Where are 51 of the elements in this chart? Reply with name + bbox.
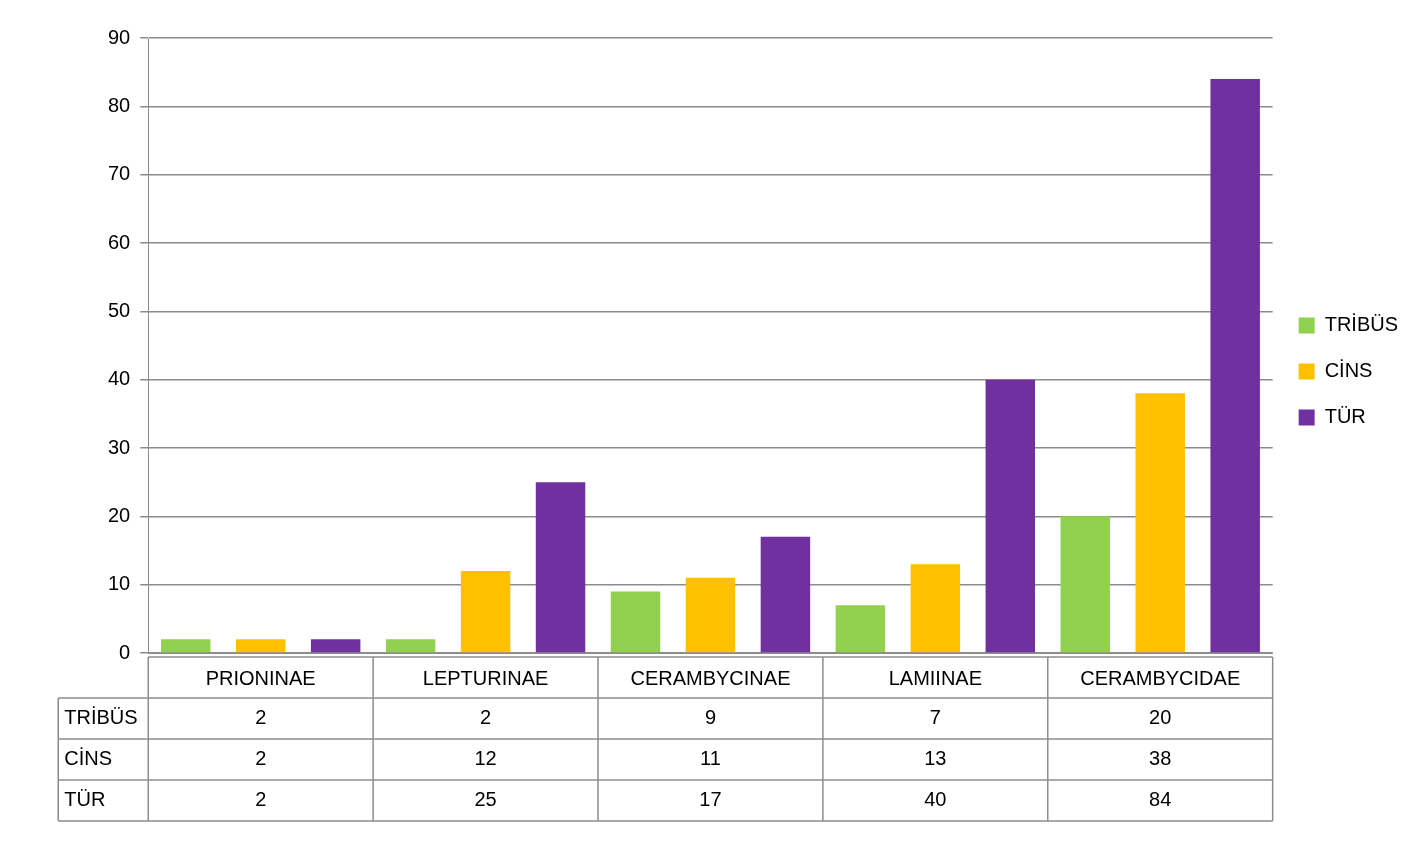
data-label: 7: [929, 706, 941, 729]
data-label: 25: [474, 788, 497, 811]
x-tick-label: PRIONINAE: [205, 666, 316, 689]
data-label: 20: [1149, 706, 1172, 729]
data-label: 2: [255, 788, 267, 811]
y-tick-label: 50: [108, 298, 131, 321]
bar: [1210, 79, 1260, 653]
data-label: 2: [255, 706, 267, 729]
y-tick-label: 80: [108, 93, 131, 116]
bar: [235, 639, 286, 653]
x-tick-label: CERAMBYCIDAE: [1080, 666, 1241, 689]
legend-label: TÜR: [1324, 405, 1366, 428]
text: TÜR: [64, 788, 106, 811]
bar: [460, 571, 511, 653]
data-label: 11: [700, 747, 721, 770]
data-label: 2: [255, 747, 267, 770]
x-tick-label: CERAMBYCINAE: [630, 666, 791, 689]
bar: [760, 536, 811, 653]
y-tick-label: 20: [108, 503, 131, 526]
x-tick-label: LAMIINAE: [888, 666, 983, 689]
bar: [160, 639, 211, 653]
legend-label: TRİBÜS: [1324, 313, 1398, 336]
bar: [1135, 393, 1185, 653]
data-label: 12: [474, 747, 497, 770]
y-tick-label: 70: [108, 162, 131, 185]
data-label: 38: [1149, 747, 1172, 770]
bar: [985, 379, 1036, 653]
y-tick-label: 60: [108, 230, 131, 253]
y-tick-label: 30: [108, 435, 131, 458]
bar: [1060, 516, 1110, 653]
bar: [910, 564, 961, 653]
bar: [535, 482, 586, 653]
y-tick-label: 0: [119, 640, 131, 663]
bar: [685, 577, 736, 653]
legend-label: CİNS: [1324, 359, 1373, 382]
bar: [385, 639, 436, 653]
y-tick-label: 90: [108, 25, 131, 48]
data-label: 2: [480, 706, 492, 729]
y-tick-label: 40: [108, 367, 131, 390]
text: CİNS: [64, 747, 113, 770]
data-label: 84: [1149, 788, 1172, 811]
x-tick-label: LEPTURINAE: [422, 666, 549, 689]
bar: [310, 639, 361, 653]
data-label: 9: [704, 706, 717, 729]
bar: [610, 591, 661, 653]
data-label: 17: [699, 788, 722, 811]
data-label: 40: [924, 788, 947, 811]
data-label: 13: [924, 747, 947, 770]
y-tick-label: 10: [108, 572, 131, 595]
text: TRİBÜS: [64, 706, 138, 729]
bar: [835, 605, 886, 653]
